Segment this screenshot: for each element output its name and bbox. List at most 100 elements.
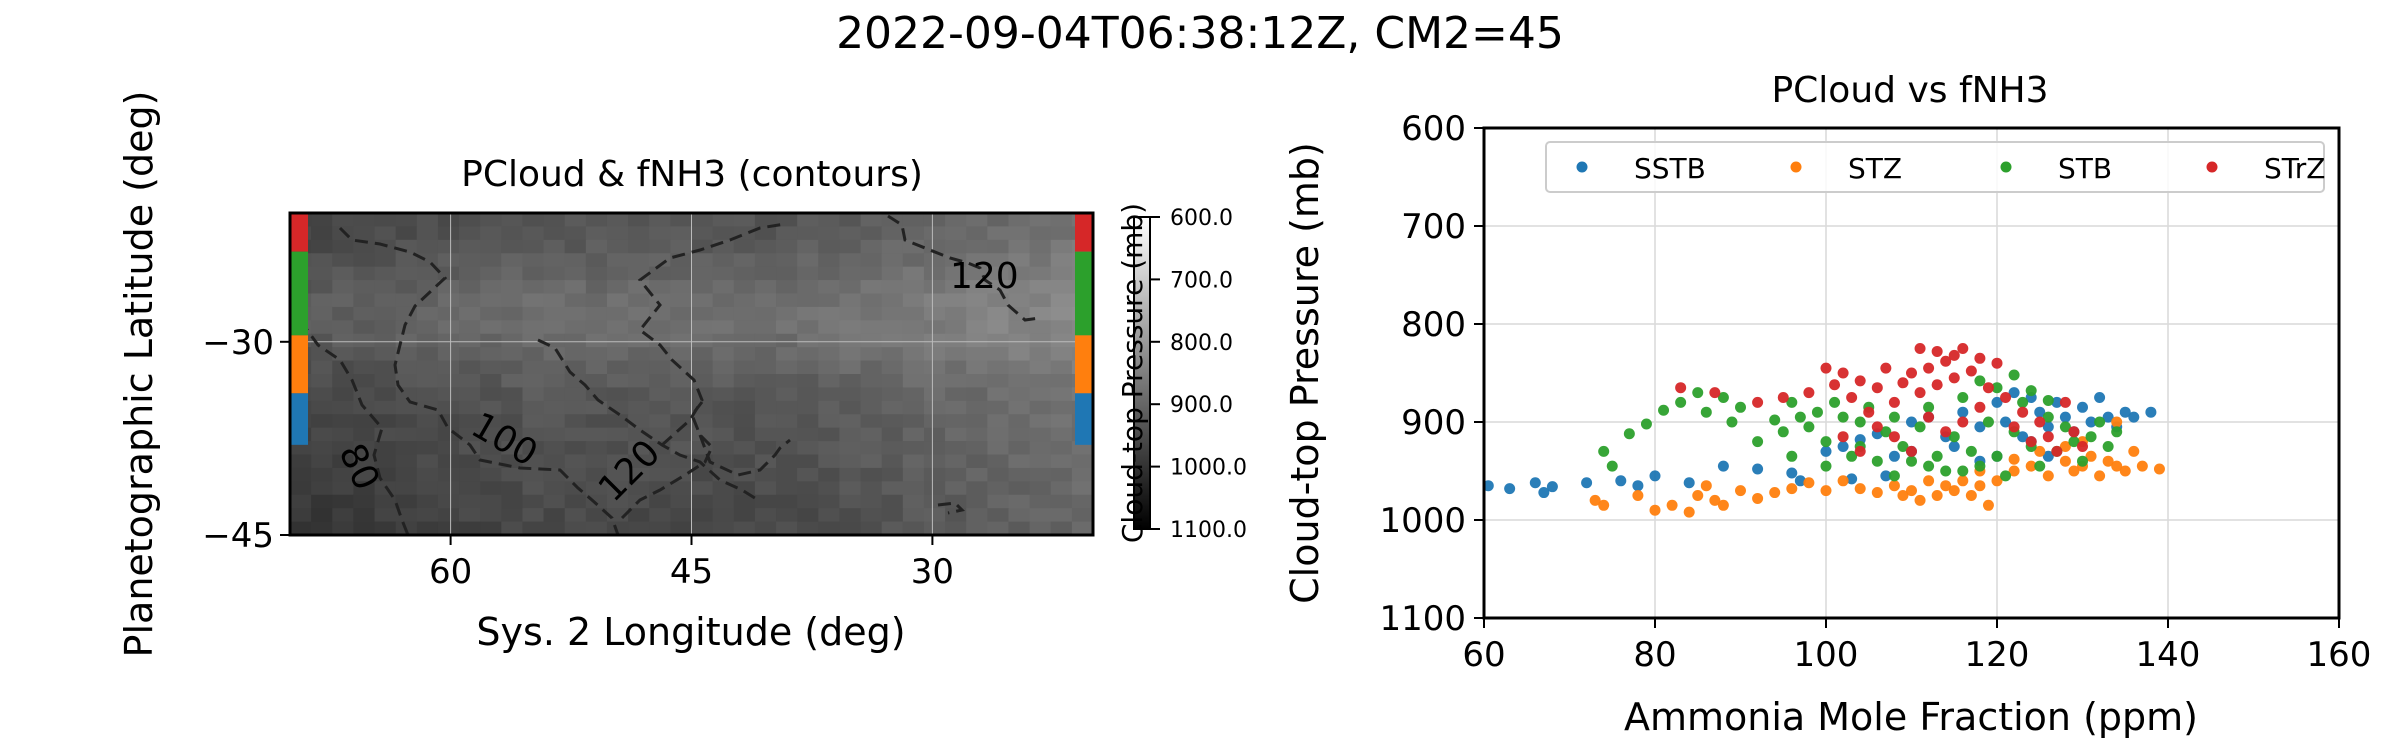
heatmap-cell (607, 213, 629, 227)
heatmap-cell (417, 387, 439, 401)
heatmap-cell (1008, 361, 1030, 375)
heatmap-cell (861, 320, 883, 334)
band-marker-sstb-left (290, 393, 308, 445)
heatmap-cell (480, 361, 502, 375)
heatmap-cell (734, 267, 756, 281)
heatmap-cell (1051, 294, 1073, 308)
heatmap-cell (375, 387, 397, 401)
heatmap-cell (670, 307, 692, 321)
heatmap-cell (839, 387, 861, 401)
point-stb (1795, 412, 1806, 423)
heatmap-cell (586, 226, 608, 240)
heatmap-cell (734, 401, 756, 415)
heatmap-cell (459, 401, 481, 415)
heatmap-cell (734, 253, 756, 267)
heatmap-cell (839, 495, 861, 509)
heatmap-cell (1051, 374, 1073, 388)
heatmap-cell (522, 253, 544, 267)
heatmap-cell (501, 240, 523, 254)
heatmap-cell (924, 307, 946, 321)
heatmap-cell (797, 334, 819, 348)
heatmap-cell (755, 334, 777, 348)
heatmap-cell (797, 428, 819, 442)
heatmap-cell (501, 522, 523, 536)
point-strz (1863, 407, 1874, 418)
heatmap-cell (924, 387, 946, 401)
heatmap-cell (586, 522, 608, 536)
point-sstb (2060, 412, 2071, 423)
heatmap-cell (670, 334, 692, 348)
point-stz (1667, 500, 1678, 511)
heatmap-cell (375, 347, 397, 361)
heatmap-cell (966, 481, 988, 495)
point-stz (1598, 500, 1609, 511)
heatmap-cell (670, 213, 692, 227)
heatmap-cell (1008, 495, 1030, 509)
heatmap-cell (776, 495, 798, 509)
scatter-ytick-label: 1000 (1379, 501, 1466, 541)
heatmap-cell (1030, 428, 1052, 442)
heatmap-cell (903, 374, 925, 388)
heatmap-cell (501, 508, 523, 522)
heatmap-cell (797, 240, 819, 254)
heatmap-cell (522, 280, 544, 294)
point-sstb (2094, 392, 2105, 403)
heatmap-cell (396, 455, 418, 469)
heatmap-cell (607, 387, 629, 401)
heatmap-cell (1051, 495, 1073, 509)
point-stb (1889, 470, 1900, 481)
heatmap-cell (649, 320, 671, 334)
heatmap-cell (480, 522, 502, 536)
heatmap-cell (1008, 508, 1030, 522)
heatmap-cell (987, 361, 1009, 375)
point-stb (2086, 431, 2097, 442)
heatmap-cell (311, 213, 333, 227)
heatmap-cell (839, 455, 861, 469)
heatmap-cell (501, 213, 523, 227)
point-stb (1906, 456, 1917, 467)
heatmap-cell (586, 267, 608, 281)
point-strz (1838, 368, 1849, 379)
heatmap-cell (882, 347, 904, 361)
heatmap-cell (924, 441, 946, 455)
heatmap-cell (713, 508, 735, 522)
heatmap-cell (797, 401, 819, 415)
heatmap-cell (544, 307, 566, 321)
heatmap-cell (565, 455, 587, 469)
heatmap-cell (353, 253, 375, 267)
heatmap-cell (586, 253, 608, 267)
heatmap-cell (438, 347, 460, 361)
scatter-ylabel: Cloud-top Pressure (mb) (1283, 142, 1327, 604)
point-sstb (1957, 407, 1968, 418)
heatmap-cell (332, 428, 354, 442)
heatmap-cell (501, 481, 523, 495)
heatmap-cell (1051, 334, 1073, 348)
heatmap-cell (987, 213, 1009, 227)
point-strz (1906, 368, 1917, 379)
heatmap-cell (375, 253, 397, 267)
heatmap-cell (438, 495, 460, 509)
heatmap-cell (353, 280, 375, 294)
heatmap-cell (1008, 441, 1030, 455)
heatmap-cell (480, 374, 502, 388)
heatmap-cell (565, 495, 587, 509)
heatmap-cell (332, 253, 354, 267)
heatmap-cell (586, 361, 608, 375)
heatmap-cell (417, 347, 439, 361)
heatmap-cell (861, 347, 883, 361)
heatmap-cell (945, 240, 967, 254)
heatmap-cell (565, 307, 587, 321)
heatmap-cell (924, 347, 946, 361)
scatter-xtick-label: 160 (2307, 635, 2372, 675)
heatmap-cell (987, 468, 1009, 482)
heatmap-cell (1008, 522, 1030, 536)
heatmap-cell (332, 294, 354, 308)
point-strz (1872, 421, 1883, 432)
point-sstb (1530, 477, 1541, 488)
point-strz (1923, 363, 1934, 374)
map-xlabel: Sys. 2 Longitude (deg) (476, 610, 905, 654)
heatmap-cell (945, 441, 967, 455)
heatmap-cell (861, 267, 883, 281)
heatmap-cell (1008, 347, 1030, 361)
point-stz (1889, 480, 1900, 491)
